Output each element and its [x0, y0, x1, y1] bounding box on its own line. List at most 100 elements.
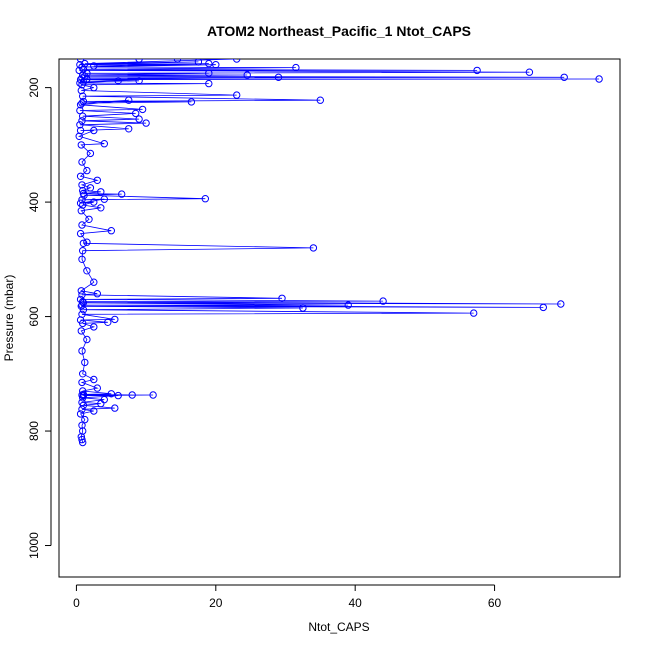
data-point	[86, 149, 95, 158]
data-point	[201, 195, 210, 203]
data-point	[97, 204, 105, 212]
data-point	[80, 191, 88, 199]
data-point	[111, 404, 119, 412]
x-axis-label: Ntot_CAPS	[308, 620, 369, 634]
data-point	[78, 81, 86, 89]
x-tick-label: 40	[349, 596, 363, 610]
data-point	[90, 126, 98, 135]
data-point	[274, 73, 283, 82]
data-point	[78, 196, 86, 204]
data-point	[138, 105, 147, 114]
data-point	[194, 59, 203, 66]
data-point	[233, 59, 241, 63]
data-point	[114, 391, 122, 400]
data-point	[135, 115, 143, 123]
data-point	[205, 79, 213, 88]
data-point	[132, 109, 140, 118]
data-point	[79, 319, 87, 328]
data-point	[77, 327, 86, 335]
data-point	[233, 91, 241, 99]
data-point	[90, 278, 98, 286]
data-point	[76, 101, 85, 109]
data-point	[76, 199, 85, 207]
chart-title: ATOM2 Northeast_Pacific_1 Ntot_CAPS	[207, 23, 471, 39]
y-axis: 200 400 600 800 1000	[27, 77, 52, 559]
data-point	[205, 59, 213, 68]
data-point	[309, 244, 318, 252]
data-point	[173, 59, 182, 63]
data-point	[77, 287, 86, 295]
data-point	[118, 190, 126, 198]
data-point	[79, 370, 87, 378]
data-point	[78, 158, 86, 166]
data-point	[125, 96, 133, 104]
data-point	[79, 239, 88, 248]
data-point	[560, 73, 568, 82]
data-point	[470, 309, 478, 317]
data-point	[595, 75, 603, 83]
data-point	[83, 335, 91, 344]
data-point	[187, 98, 196, 106]
data-point	[79, 298, 87, 306]
data-point	[107, 227, 116, 235]
data-point	[86, 184, 95, 192]
data-point	[85, 215, 93, 224]
data-point	[78, 99, 86, 107]
data-point	[90, 83, 98, 92]
data-point	[83, 238, 91, 246]
data-point	[100, 140, 109, 148]
data-point	[473, 66, 481, 75]
data-point	[76, 172, 85, 181]
x-axis: 0 20 40 60	[73, 584, 502, 610]
data-point	[81, 358, 89, 367]
x-tick-label: 20	[209, 596, 223, 610]
y-tick-label: 800	[27, 421, 41, 441]
data-point	[78, 221, 86, 229]
data-point	[78, 117, 86, 125]
data-point	[525, 68, 534, 76]
data-point	[90, 323, 98, 331]
y-axis-label: Pressure (mbar)	[2, 275, 16, 362]
data-point	[79, 186, 87, 195]
data-point	[344, 301, 352, 309]
y-tick-label: 600	[27, 306, 41, 326]
data-point	[128, 391, 136, 399]
data-point	[78, 181, 86, 189]
data-point	[97, 188, 105, 196]
y-tick-label: 1000	[27, 532, 41, 559]
data-point	[81, 415, 89, 424]
data-point	[125, 125, 133, 133]
data-point	[243, 71, 251, 79]
data-point	[78, 301, 86, 309]
data-point	[97, 399, 105, 408]
data-point	[299, 304, 307, 312]
data-point	[135, 59, 143, 63]
data-point	[114, 77, 122, 85]
data-point	[104, 318, 112, 326]
data-point	[78, 405, 86, 413]
data-point	[76, 121, 84, 129]
data-point	[93, 290, 102, 298]
data-point	[76, 410, 85, 418]
data-point	[212, 60, 220, 69]
data-point	[77, 207, 86, 215]
x-tick-label: 0	[73, 596, 80, 610]
data-point	[78, 347, 86, 355]
data-point	[90, 375, 98, 384]
data-point	[75, 132, 83, 141]
data-point	[79, 401, 88, 409]
y-tick-label: 200	[27, 77, 41, 97]
data-point	[76, 106, 84, 115]
data-point	[90, 62, 98, 70]
data-point	[316, 96, 324, 104]
data-point	[78, 421, 86, 429]
data-point	[100, 195, 109, 203]
data-point	[539, 303, 547, 312]
data-point	[76, 229, 85, 238]
data-point	[78, 291, 86, 299]
data-point	[149, 391, 157, 399]
data-point	[83, 267, 91, 275]
data-point	[79, 306, 88, 314]
data-point	[78, 255, 86, 263]
